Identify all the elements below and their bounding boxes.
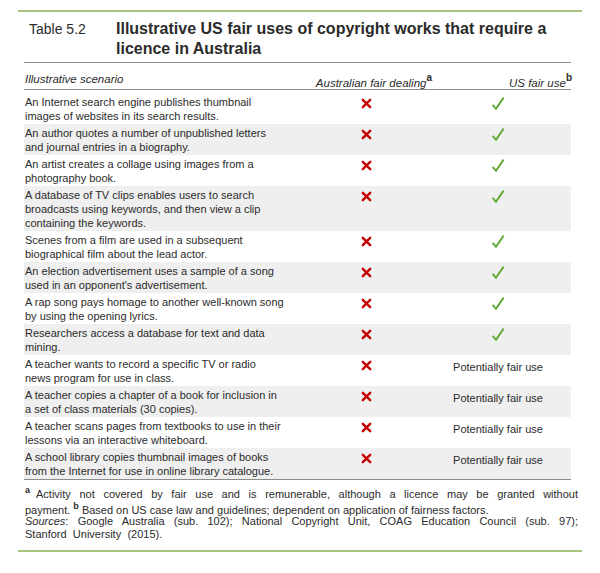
us-fair-use-label: Potentially fair use xyxy=(453,454,543,466)
column-header-scenario: Illustrative scenario xyxy=(25,73,123,85)
top-green-rule xyxy=(18,10,582,12)
table-5-2-page: Table 5.2 Illustrative US fair uses of c… xyxy=(0,0,600,573)
check-icon xyxy=(396,327,600,342)
table-row: A database of TV clips enables users to … xyxy=(24,186,571,231)
rule-below-table xyxy=(24,479,571,480)
scenario-text: A rap song pays homage to another well-k… xyxy=(25,295,315,323)
table-row: A teacher wants to record a specific TV … xyxy=(24,355,571,386)
footnote-b-text: Based on US case law and guidelines; dep… xyxy=(82,503,489,515)
table-row: A teacher copies a chapter of a book for… xyxy=(24,386,571,417)
footnote-marker-b: b xyxy=(566,72,572,83)
rule-below-header xyxy=(24,89,571,90)
check-icon xyxy=(396,127,600,142)
column-header-us-fair-use: US fair useb xyxy=(420,73,572,89)
table-row: An Internet search engine publishes thum… xyxy=(24,93,571,124)
table-row: An election advertisement uses a sample … xyxy=(24,262,571,293)
table-row: An author quotes a number of unpublished… xyxy=(24,124,571,155)
table-row: A teacher scans pages from textbooks to … xyxy=(24,417,571,448)
table-body: An Internet search engine publishes thum… xyxy=(24,93,571,479)
scenario-text: A teacher scans pages from textbooks to … xyxy=(25,419,315,447)
table-row: Scenes from a film are used in a subsequ… xyxy=(24,231,571,262)
table-row: A rap song pays homage to another well-k… xyxy=(24,293,571,324)
table-row: Researchers access a database for text a… xyxy=(24,324,571,355)
bottom-green-rule xyxy=(18,550,582,552)
rule-below-title xyxy=(24,62,571,63)
check-icon xyxy=(396,296,600,311)
check-icon xyxy=(396,189,600,204)
us-fair-use-label: Potentially fair use xyxy=(453,361,543,373)
column-header-australian-fair-dealing: Australian fair dealinga xyxy=(281,73,432,89)
scenario-text: A school library copies thumbnail images… xyxy=(25,450,315,478)
scenario-text: An author quotes a number of unpublished… xyxy=(25,126,315,154)
us-fair-use-label: Potentially fair use xyxy=(453,392,543,404)
scenario-text: Scenes from a film are used in a subsequ… xyxy=(25,233,315,261)
footnotes: a Activity not covered by fair use and i… xyxy=(25,484,578,515)
check-icon xyxy=(396,96,600,111)
scenario-text: An artist creates a collage using images… xyxy=(25,157,315,185)
table-row: An artist creates a collage using images… xyxy=(24,155,571,186)
scenario-text: An Internet search engine publishes thum… xyxy=(25,95,315,123)
check-icon xyxy=(396,158,600,173)
table-title: Illustrative US fair uses of copyright w… xyxy=(116,19,596,59)
us-fair-use-label: Potentially fair use xyxy=(453,423,543,435)
scenario-text: Researchers access a database for text a… xyxy=(25,326,315,354)
scenario-text: A database of TV clips enables users to … xyxy=(25,188,315,230)
scenario-text: A teacher wants to record a specific TV … xyxy=(25,357,315,385)
table-header: Table 5.2 Illustrative US fair uses of c… xyxy=(29,19,596,59)
sources-line: Sources: Google Australia (sub. 102); Na… xyxy=(25,515,578,541)
scenario-text: A teacher copies a chapter of a book for… xyxy=(25,388,315,416)
sources-text: : Google Australia (sub. 102); National … xyxy=(25,515,578,540)
table-number: Table 5.2 xyxy=(29,19,116,59)
footnote-marker-a: a xyxy=(25,485,30,495)
table-row: A school library copies thumbnail images… xyxy=(24,448,571,479)
scenario-text: An election advertisement uses a sample … xyxy=(25,264,315,292)
check-icon xyxy=(396,265,600,280)
check-icon xyxy=(396,234,600,249)
footnote-marker-b: b xyxy=(73,501,79,511)
sources-label: Sources xyxy=(25,515,65,527)
